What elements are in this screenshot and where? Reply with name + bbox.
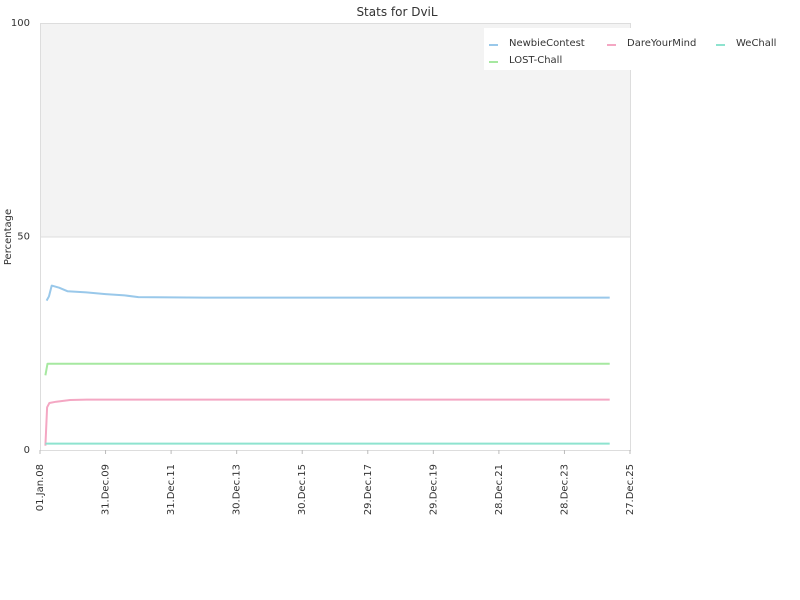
x-tick-label: 29.Dec.19 — [428, 464, 439, 515]
x-tick-label: 27.Dec.25 — [625, 464, 636, 515]
x-tick-label: 28.Dec.21 — [494, 464, 505, 515]
legend-entry: NewbieContest — [509, 38, 585, 49]
y-tick-label: 100 — [11, 18, 30, 29]
series-layer — [44, 284, 610, 446]
x-tick-label: 30.Dec.15 — [297, 464, 308, 515]
series-line — [44, 398, 610, 446]
x-tick-label: 30.Dec.13 — [232, 464, 243, 515]
legend-background — [484, 28, 634, 70]
legend-entry: LOST-Chall — [509, 55, 562, 66]
x-tick-label: 31.Dec.09 — [101, 464, 112, 515]
legend-entry: WeChall — [736, 38, 776, 49]
x-tick-label: 01.Jan.08 — [35, 464, 46, 511]
x-tick-label: 29.Dec.17 — [363, 464, 374, 515]
x-tick-label: 31.Dec.11 — [166, 464, 177, 515]
y-tick-label: 0 — [24, 445, 30, 456]
legend: NewbieContest DareYourMind WeChall LOST-Cha… — [484, 28, 776, 70]
series-line — [44, 362, 610, 376]
series-line — [45, 284, 610, 302]
chart-title: Stats for DviL — [356, 5, 437, 19]
y-axis-label: Percentage — [3, 209, 14, 265]
legend-entry: DareYourMind — [627, 38, 696, 49]
y-tick-label: 50 — [17, 232, 30, 243]
x-tick-label: 28.Dec.23 — [559, 464, 570, 515]
y-axis: 0 50 100 — [11, 18, 30, 456]
x-axis: 01.Jan.08 31.Dec.09 31.Dec.11 30.Dec.13 30.D… — [35, 450, 636, 515]
